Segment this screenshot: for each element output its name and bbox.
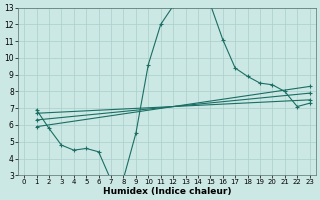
- X-axis label: Humidex (Indice chaleur): Humidex (Indice chaleur): [103, 187, 231, 196]
